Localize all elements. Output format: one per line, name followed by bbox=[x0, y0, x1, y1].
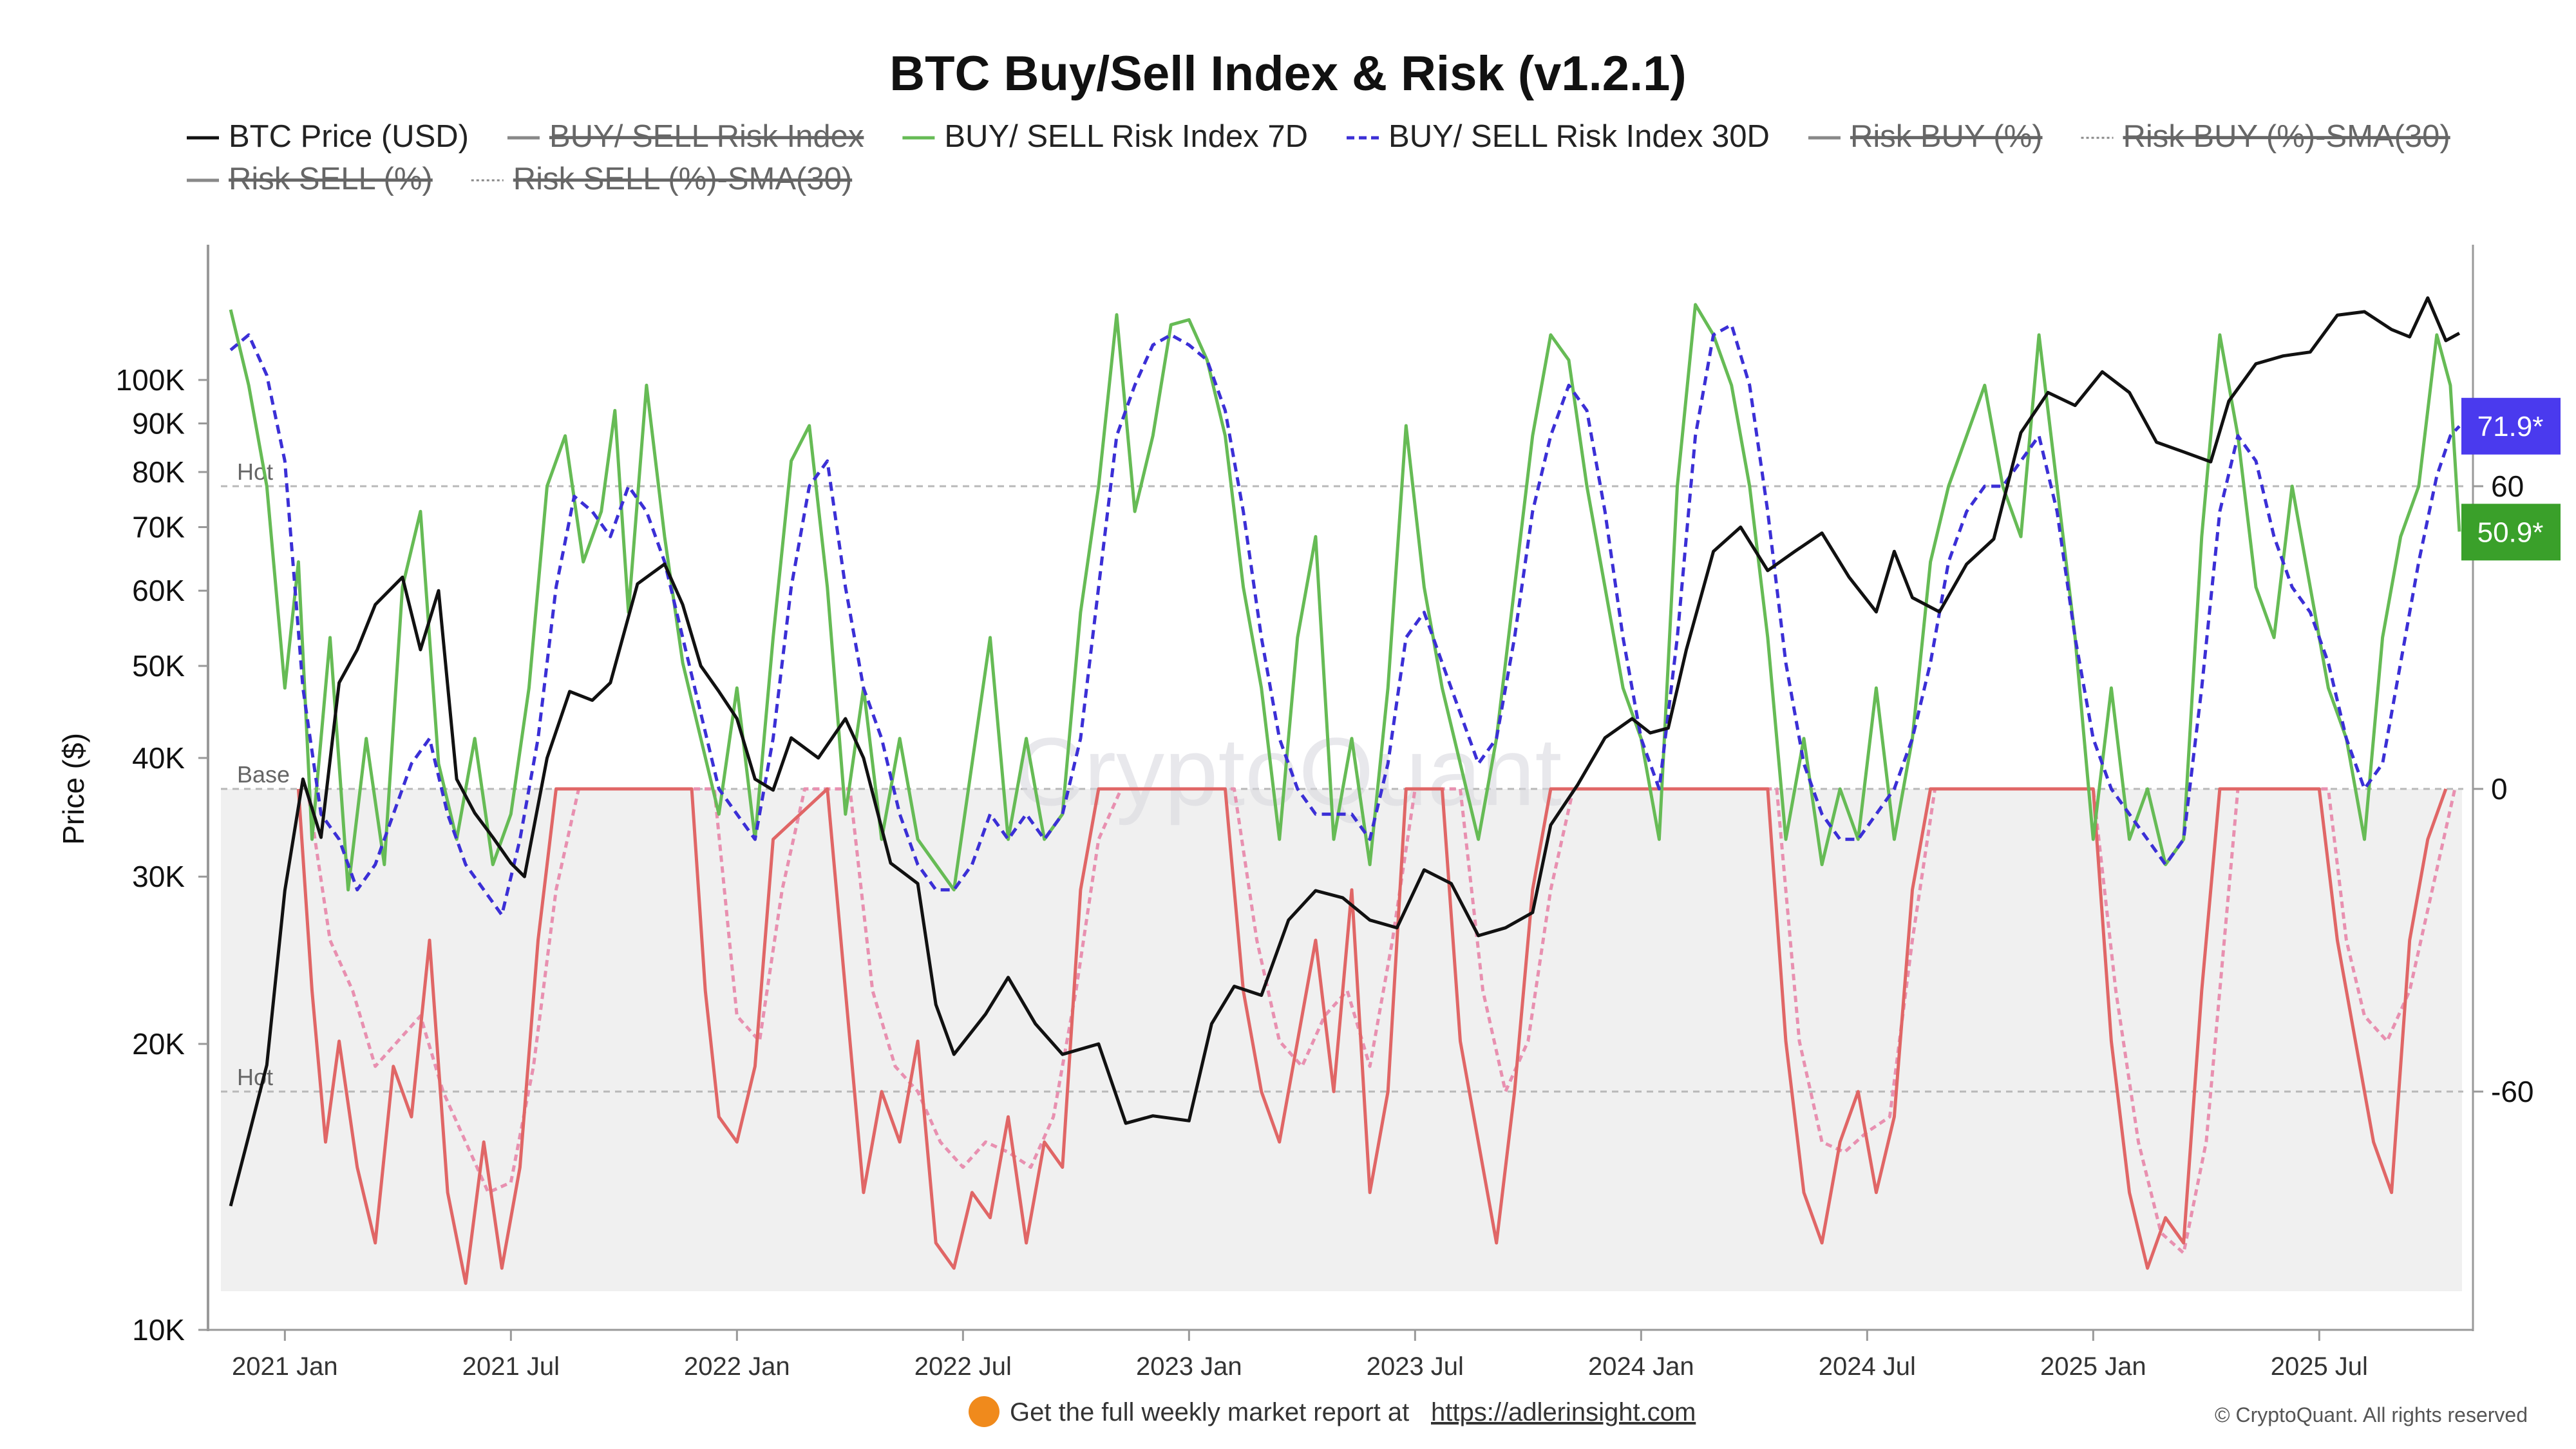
series-layer bbox=[229, 296, 2461, 1285]
legend-item[interactable]: BUY/ SELL Risk Index bbox=[507, 119, 864, 154]
legend-item[interactable]: BTC Price (USD) bbox=[187, 119, 469, 154]
series-line bbox=[305, 787, 2457, 1255]
y-tick-label: 40K bbox=[132, 741, 185, 775]
series-line bbox=[296, 787, 2448, 1285]
legend-label: BUY/ SELL Risk Index 30D bbox=[1388, 119, 1770, 154]
y-tick-label: 20K bbox=[132, 1027, 185, 1061]
x-tick-label: 2022 Jan bbox=[684, 1352, 790, 1381]
footer-link[interactable]: https://adlerinsight.com bbox=[1431, 1398, 1696, 1426]
legend-label: BUY/ SELL Risk Index 7D bbox=[944, 119, 1308, 154]
x-tick-label: 2022 Jul bbox=[914, 1352, 1012, 1381]
x-tick-label: 2021 Jan bbox=[232, 1352, 338, 1381]
legend-item[interactable]: Risk SELL (%) bbox=[187, 162, 433, 196]
zone-label: Hot bbox=[237, 459, 273, 485]
orange-circle-icon bbox=[969, 1396, 999, 1427]
y-tick-label: 90K bbox=[132, 406, 185, 440]
y-tick-label: 30K bbox=[132, 860, 185, 893]
legend-label: BUY/ SELL Risk Index bbox=[549, 119, 864, 154]
right-tick-label: -60 bbox=[2491, 1075, 2533, 1108]
x-tick-label: 2024 Jul bbox=[1819, 1352, 1916, 1381]
right-tick-label: 0 bbox=[2491, 772, 2508, 806]
legend-label: BTC Price (USD) bbox=[229, 119, 469, 154]
legend-item[interactable]: Risk BUY (%)-SMA(30) bbox=[2081, 119, 2450, 154]
series-line bbox=[229, 296, 2461, 1207]
legend: BTC Price (USD) BUY/ SELL Risk Index BUY/ … bbox=[187, 119, 2450, 196]
legend-label: Risk BUY (%)-SMA(30) bbox=[2123, 119, 2450, 154]
footer-text: Get the full weekly market report at bbox=[1010, 1398, 1409, 1426]
x-tick-label: 2023 Jan bbox=[1136, 1352, 1242, 1381]
copyright: © CryptoQuant. All rights reserved bbox=[2215, 1403, 2528, 1426]
chart-title: BTC Buy/Sell Index & Risk (v1.2.1) bbox=[889, 46, 1687, 101]
zone-label: Base bbox=[237, 761, 290, 788]
x-tick-label: 2021 Jul bbox=[462, 1352, 560, 1381]
legend-item[interactable]: BUY/ SELL Risk Index 7D bbox=[902, 119, 1308, 154]
y-tick-label: 10K bbox=[132, 1313, 185, 1347]
legend-item[interactable]: BUY/ SELL Risk Index 30D bbox=[1347, 119, 1770, 154]
legend-label: Risk SELL (%)-SMA(30) bbox=[513, 162, 852, 196]
right-tick-label: 60 bbox=[2491, 469, 2524, 503]
value-badge: 71.9* bbox=[2461, 397, 2561, 455]
badge-label: 50.9* bbox=[2477, 516, 2544, 548]
y-tick-label: 70K bbox=[132, 510, 185, 544]
legend-item[interactable]: Risk SELL (%)-SMA(30) bbox=[471, 162, 852, 196]
sell-zone-background bbox=[221, 789, 2462, 1291]
badge-background bbox=[2461, 504, 2561, 561]
x-tick-label: 2023 Jul bbox=[1367, 1352, 1464, 1381]
y-axis-title: Price ($) bbox=[57, 733, 90, 845]
x-tick-label: 2025 Jan bbox=[2040, 1352, 2146, 1381]
y-tick-label: 100K bbox=[116, 363, 185, 397]
legend-label: Risk SELL (%) bbox=[229, 162, 433, 196]
x-tick-label: 2025 Jul bbox=[2271, 1352, 2368, 1381]
badge-background bbox=[2461, 397, 2561, 455]
x-tick-label: 2024 Jan bbox=[1588, 1352, 1694, 1381]
legend-label: Risk BUY (%) bbox=[1850, 119, 2043, 154]
footer: Get the full weekly market report at htt… bbox=[969, 1396, 2528, 1427]
value-badges: 71.9* 50.9* bbox=[2461, 397, 2561, 561]
value-badge: 50.9* bbox=[2461, 504, 2561, 561]
series-line bbox=[229, 323, 2461, 917]
y-tick-label: 50K bbox=[132, 649, 185, 683]
legend-item[interactable]: Risk BUY (%) bbox=[1808, 119, 2043, 154]
badge-label: 71.9* bbox=[2477, 411, 2544, 442]
series-line bbox=[229, 303, 2461, 892]
y-tick-label: 80K bbox=[132, 455, 185, 489]
y-tick-label: 60K bbox=[132, 574, 185, 607]
